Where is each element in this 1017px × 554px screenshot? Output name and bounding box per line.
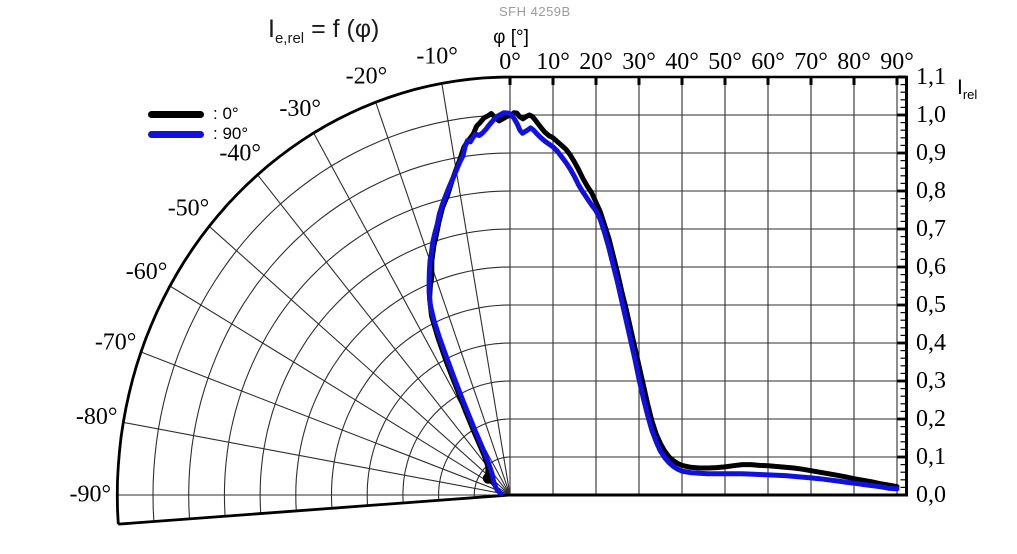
polar-closing-edge [118, 493, 511, 526]
polar-radial-line [441, 83, 511, 496]
y-tick-label: 0,8 [916, 178, 946, 204]
legend-swatch-blue [148, 130, 204, 138]
polar-radial-line [169, 285, 511, 496]
legend-label-90deg: : 90° [213, 124, 249, 143]
polar-radial-line [140, 351, 511, 496]
x-tick-label: 50° [708, 49, 742, 75]
x-tick-label: 30° [622, 49, 656, 75]
y-tick-label: 1,0 [916, 102, 946, 128]
polar-radial-line [123, 421, 511, 496]
y-tick-label: 0,1 [916, 444, 946, 470]
legend-swatch-black [148, 110, 204, 118]
x-tick-label: 20° [579, 49, 613, 75]
polar-arc [223, 190, 511, 517]
polar-tick-label: -20° [346, 63, 388, 89]
polar-radial-line [375, 102, 511, 496]
legend-entry-90deg: : 90° [148, 124, 248, 144]
polar-tick-label: -80° [76, 404, 118, 430]
y-axis-symbol: I [957, 76, 963, 99]
y-tick-label: 0,6 [916, 254, 946, 280]
y-tick-label: 0,7 [916, 216, 946, 242]
polar-arc [366, 342, 511, 506]
polar-tick-label: -90° [70, 482, 112, 508]
tick-labels: 0° 10° 20° 30° 40° 50° 60° 70° 80° 90° -10° -20° -30… [70, 43, 946, 508]
title-symbol: I [268, 15, 275, 43]
legend-entry-0deg: : 0° [148, 104, 248, 124]
polar-arc [473, 456, 510, 498]
series-curve-1 [426, 110, 900, 497]
y-axis-label: Irel [957, 76, 977, 102]
legend: : 0° : 90° [148, 104, 248, 144]
chart-title: Ie,rel = f (φ) [268, 15, 379, 47]
legend-label-0deg: : 0° [213, 104, 239, 123]
title-expression: = f (φ) [304, 15, 380, 43]
polar-arc [330, 304, 511, 509]
y-tick-label: 0,5 [916, 292, 946, 318]
polar-tick-label: -60° [126, 259, 168, 285]
watermark-part-number: SFH 4259B [499, 4, 571, 19]
polar-radial-line [257, 174, 511, 496]
polar-boundary-arc [115, 75, 511, 525]
y-tick-label: 0,4 [916, 330, 946, 356]
polar-tick-label: -10° [416, 43, 458, 69]
x-axis-label: φ [°] [493, 27, 529, 48]
x-tick-label: 0° [499, 49, 521, 75]
x-tick-label: 60° [751, 49, 785, 75]
x-tick-label: 10° [536, 49, 570, 75]
polar-arc [402, 380, 511, 504]
x-tick-label: 90° [880, 49, 914, 75]
polar-tick-label: -40° [219, 141, 261, 167]
polar-radial-line [208, 225, 511, 496]
x-tick-label: 70° [794, 49, 828, 75]
y-tick-label: 0,3 [916, 368, 946, 394]
x-tick-label: 40° [665, 49, 699, 75]
polar-tick-label: -70° [95, 329, 137, 355]
x-tick-label: 80° [837, 49, 871, 75]
polar-arc [188, 152, 511, 519]
polar-arc [295, 266, 511, 511]
polar-tick-label: -30° [279, 96, 321, 122]
polar-arc [259, 228, 511, 514]
grid-lines [117, 77, 898, 522]
title-subscript: e,rel [274, 30, 305, 47]
y-axis-subscript: rel [962, 87, 978, 103]
axes [115, 75, 908, 526]
y-tick-label: 0,0 [916, 482, 946, 508]
y-tick-label: 0,9 [916, 140, 946, 166]
polar-arc [438, 418, 510, 501]
polar-tick-label: -50° [168, 195, 210, 221]
y-tick-label: 0,2 [916, 406, 946, 432]
y-tick-label: 1,1 [916, 64, 946, 90]
polar-arc [152, 114, 511, 522]
